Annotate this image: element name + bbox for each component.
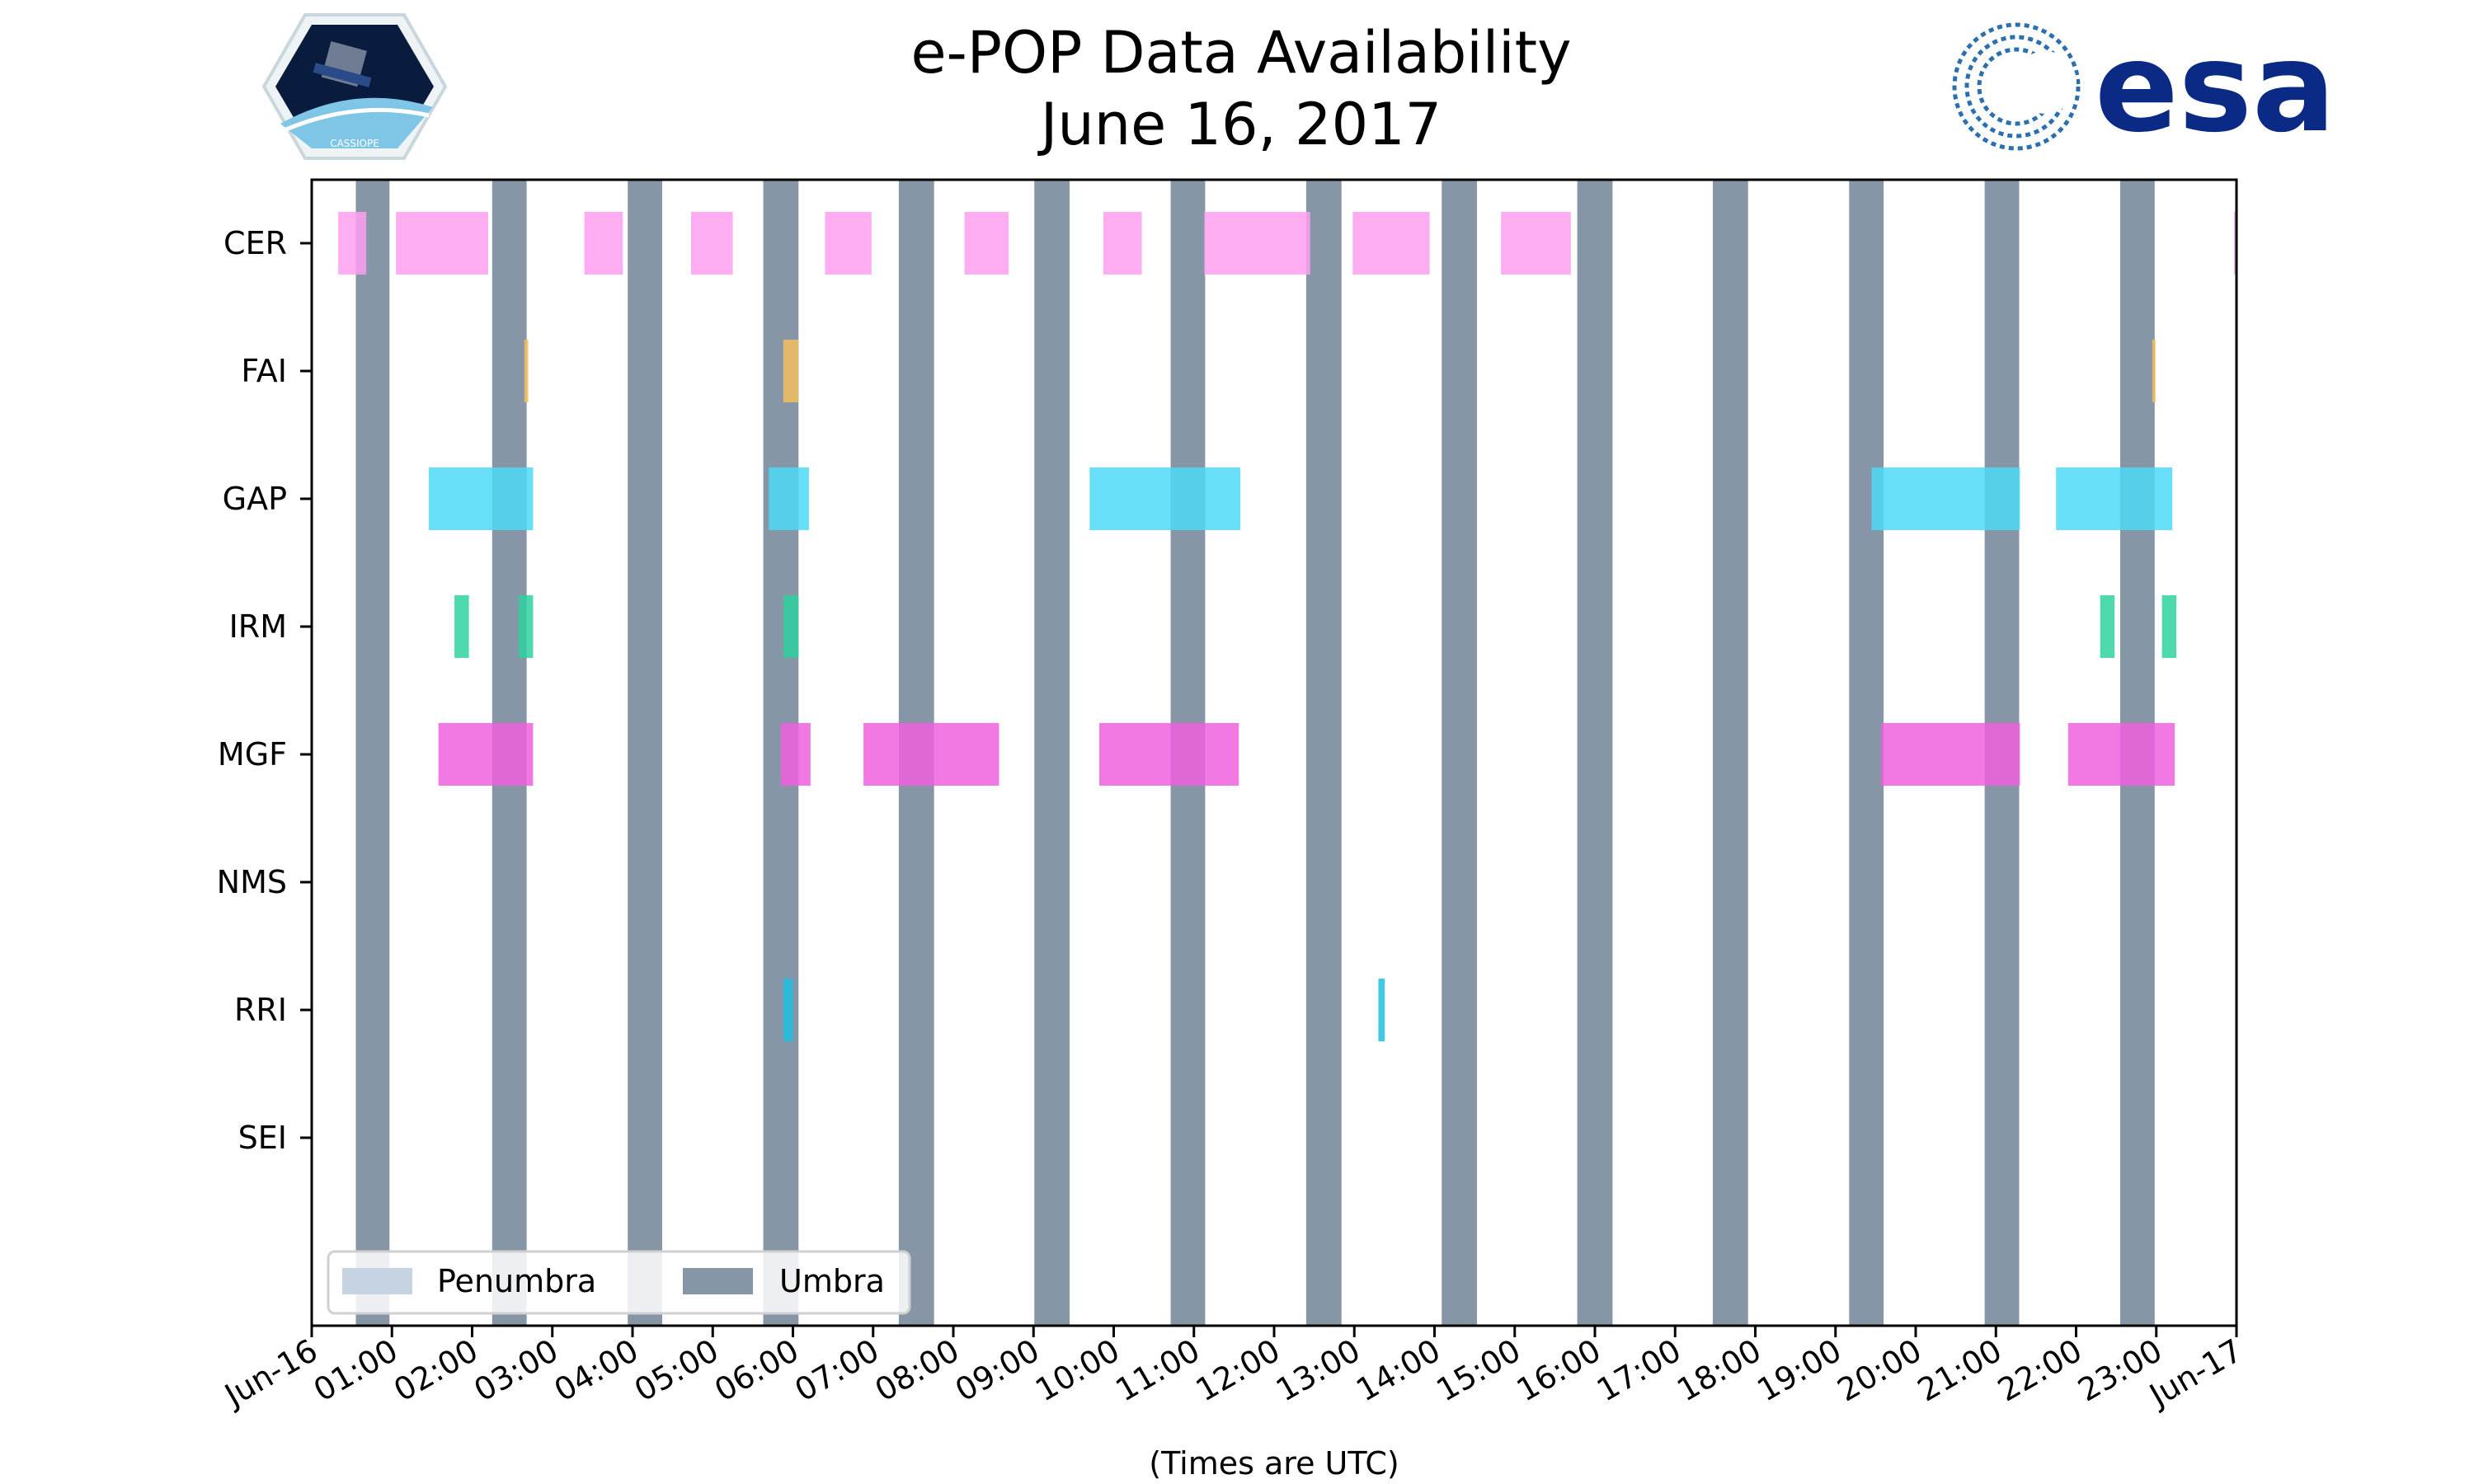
availability-bar-irm — [2100, 595, 2115, 658]
legend-label-penumbra: Penumbra — [437, 1263, 596, 1299]
availability-bar-cer — [1501, 212, 1571, 275]
x-tick-label: 18:00 — [1671, 1332, 1767, 1409]
x-tick-label: 21:00 — [1912, 1332, 2008, 1409]
umbra-band — [355, 180, 390, 1326]
x-tick-label: 16:00 — [1511, 1332, 1607, 1409]
x-tick-label: 22:00 — [1992, 1332, 2088, 1409]
availability-bar-mgf — [1098, 723, 1239, 786]
availability-bar-gap — [2056, 467, 2173, 530]
chart-title: e-POP Data Availability — [910, 19, 1571, 87]
availability-bar-mgf — [2067, 723, 2175, 786]
x-tick-label: 20:00 — [1832, 1332, 1928, 1409]
umbra-band — [628, 180, 662, 1326]
x-tick-label: 15:00 — [1430, 1332, 1526, 1409]
umbra-band — [1849, 180, 1884, 1326]
legend-swatch-penumbra — [342, 1268, 412, 1294]
x-tick-label: 17:00 — [1591, 1332, 1687, 1409]
y-tick-label: IRM — [229, 608, 287, 645]
availability-bar-cer — [338, 212, 367, 275]
x-tick-label: 14:00 — [1350, 1332, 1446, 1409]
instrument-availability-bars — [338, 212, 2237, 1041]
y-axis: CER FAI GAP IRM MGF NMS RRI SEI — [217, 225, 312, 1156]
availability-bar-irm — [783, 595, 799, 658]
x-tick-label: 13:00 — [1270, 1332, 1366, 1409]
availability-bar-cer — [1352, 212, 1430, 275]
umbra-band — [1034, 180, 1070, 1326]
availability-bar-gap — [1089, 467, 1241, 530]
availability-bar-cer — [584, 212, 623, 275]
x-tick-label: 05:00 — [628, 1332, 725, 1409]
y-tick-label: MGF — [218, 736, 287, 773]
availability-bar-rri — [783, 979, 793, 1041]
x-tick-label: Jun-17 — [2142, 1332, 2249, 1415]
y-tick-label: GAP — [223, 481, 287, 517]
umbra-band — [1305, 180, 1342, 1326]
chart-subtitle: June 16, 2017 — [1037, 91, 1442, 158]
availability-bar-irm — [454, 595, 469, 658]
x-tick-label: 19:00 — [1751, 1332, 1847, 1409]
availability-bar-cer — [1204, 212, 1310, 275]
legend: Penumbra Umbra — [327, 1250, 911, 1315]
x-tick-label: 01:00 — [308, 1332, 404, 1409]
cassiope-logo-text: CASSIOPE — [330, 138, 379, 149]
umbra-band — [1442, 180, 1478, 1326]
x-tick-label: 04:00 — [548, 1332, 645, 1409]
availability-bar-fai — [2152, 340, 2156, 402]
x-tick-label: 12:00 — [1190, 1332, 1286, 1409]
x-tick-label: 08:00 — [869, 1332, 966, 1409]
cassiope-logo: CASSIOPE — [261, 13, 448, 160]
availability-bar-mgf — [780, 723, 811, 786]
umbra-bands — [355, 180, 2155, 1326]
availability-bar-mgf — [438, 723, 534, 786]
y-tick-label: NMS — [217, 864, 287, 900]
availability-bar-gap — [428, 467, 534, 530]
x-axis-label: (Times are UTC) — [1149, 1445, 1399, 1482]
availability-bar-gap — [769, 467, 809, 530]
x-axis: Jun-1601:0002:0003:0004:0005:0006:0007:0… — [218, 1326, 2249, 1415]
availability-bar-cer — [1103, 212, 1142, 275]
x-tick-label: 11:00 — [1109, 1332, 1206, 1409]
x-tick-label: 07:00 — [788, 1332, 885, 1409]
availability-bar-fai — [524, 340, 529, 402]
x-tick-label: 02:00 — [388, 1332, 484, 1409]
availability-bar-cer — [825, 212, 872, 275]
availability-bar-fai — [783, 340, 799, 402]
x-tick-label: 10:00 — [1029, 1332, 1126, 1409]
availability-bar-cer — [396, 212, 488, 275]
y-tick-label: SEI — [238, 1120, 287, 1156]
availability-bar-mgf — [1881, 723, 2020, 786]
y-tick-label: RRI — [234, 992, 287, 1028]
umbra-band — [1577, 180, 1613, 1326]
availability-bar-gap — [1871, 467, 2020, 530]
availability-bar-irm — [2161, 595, 2177, 658]
esa-logo-text: esa — [2095, 16, 2335, 160]
legend-swatch-umbra — [683, 1268, 753, 1294]
availability-bar-irm — [518, 595, 534, 658]
umbra-band — [1712, 180, 1748, 1326]
availability-bar-mgf — [863, 723, 999, 786]
y-tick-label: CER — [223, 225, 287, 261]
x-tick-label: Jun-16 — [218, 1332, 324, 1415]
esa-logo: esa — [1952, 16, 2335, 160]
x-tick-label: 03:00 — [468, 1332, 564, 1409]
y-tick-label: FAI — [241, 353, 287, 389]
x-tick-label: 09:00 — [949, 1332, 1046, 1409]
legend-box — [327, 1250, 911, 1315]
legend-label-umbra: Umbra — [779, 1263, 885, 1299]
availability-bar-cer — [964, 212, 1009, 275]
availability-bar-rri — [1378, 979, 1385, 1041]
availability-bar-cer — [690, 212, 733, 275]
x-tick-label: 06:00 — [708, 1332, 805, 1409]
